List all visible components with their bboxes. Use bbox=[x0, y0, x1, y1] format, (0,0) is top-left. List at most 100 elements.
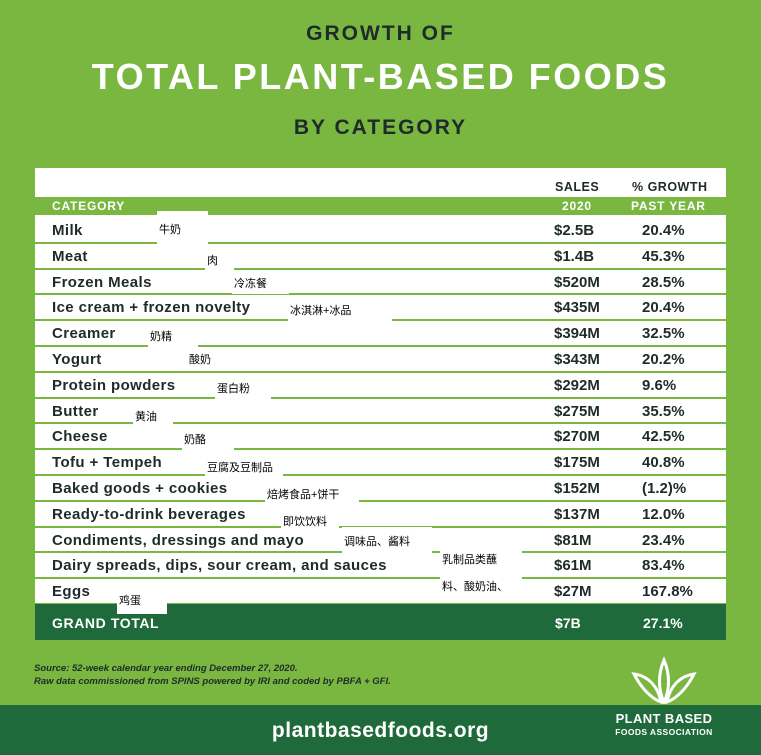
sales-value: $27M bbox=[554, 583, 592, 601]
sales-value: $343M bbox=[554, 350, 600, 368]
annotation-meat: 肉 bbox=[205, 247, 234, 273]
table-row: Yogurt $343M 20.2% bbox=[35, 347, 726, 373]
category-label: Milk bbox=[52, 222, 83, 239]
annotation-creamer: 奶精 bbox=[148, 325, 198, 347]
growth-value: 167.8% bbox=[642, 583, 693, 601]
growth-value: 42.5% bbox=[642, 428, 685, 446]
row-divider bbox=[35, 448, 726, 451]
sales-value: $152M bbox=[554, 479, 600, 497]
growth-value: 23.4% bbox=[642, 531, 685, 549]
annotation-condiments: 调味品、酱料 bbox=[342, 527, 432, 554]
category-label: Protein powders bbox=[52, 376, 176, 394]
row-divider bbox=[35, 422, 726, 425]
row-divider bbox=[35, 267, 726, 270]
growth-value: 28.5% bbox=[642, 273, 685, 291]
row-divider bbox=[35, 499, 726, 502]
source-note-1: Source: 52-week calendar year ending Dec… bbox=[34, 663, 298, 674]
sales-value: $81M bbox=[554, 531, 592, 549]
table-row: Frozen Meals $520M 28.5% bbox=[35, 270, 726, 296]
table-row: Meat $1.4B 45.3% bbox=[35, 244, 726, 270]
category-label: Condiments, dressings and mayo bbox=[52, 531, 305, 549]
main-title: TOTAL PLANT-BASED FOODS bbox=[91, 56, 670, 97]
category-label: Baked goods + cookies bbox=[52, 479, 228, 497]
category-label: Ice cream + frozen novelty bbox=[52, 299, 251, 317]
category-label: Creamer bbox=[52, 325, 116, 343]
logo-subtitle: FOODS ASSOCIATION bbox=[615, 727, 713, 737]
sales-value: $61M bbox=[554, 557, 592, 575]
header-growth: % GROWTH bbox=[632, 180, 708, 194]
category-label: Dairy spreads, dips, sour cream, and sau… bbox=[52, 557, 387, 575]
growth-value: 40.8% bbox=[642, 454, 685, 472]
sales-value: $175M bbox=[554, 454, 600, 472]
annotation-yogurt: 酸奶 bbox=[187, 348, 241, 370]
row-divider bbox=[35, 370, 726, 373]
growth-value: 32.5% bbox=[642, 325, 685, 343]
sales-value: $1.4B bbox=[554, 247, 595, 265]
title-line-3: BY CATEGORY bbox=[293, 116, 468, 139]
annotation-frozen-meals: 冷冻餐 bbox=[232, 272, 289, 294]
annotation-beverages: 即饮饮料 bbox=[281, 509, 339, 533]
sales-value: $137M bbox=[554, 505, 600, 523]
sales-value: $394M bbox=[554, 325, 600, 343]
row-divider bbox=[35, 396, 726, 399]
source-note-2: Raw data commissioned from SPINS powered… bbox=[34, 676, 391, 687]
table-body: Milk $2.5B 20.4% Meat $1.4B 45.3% Frozen Meals… bbox=[35, 218, 726, 605]
growth-value: 45.3% bbox=[642, 247, 685, 265]
annotation-butter: 黄油 bbox=[133, 404, 173, 428]
sales-value: $270M bbox=[554, 428, 600, 446]
category-label: Tofu + Tempeh bbox=[52, 454, 163, 472]
growth-value: 83.4% bbox=[642, 557, 685, 575]
table-row: Dairy spreads, dips, sour cream, and sau… bbox=[35, 553, 726, 580]
logo-title: PLANT BASED bbox=[615, 711, 713, 726]
row-divider bbox=[35, 241, 726, 244]
growth-value: 20.2% bbox=[642, 350, 685, 368]
row-divider bbox=[35, 602, 726, 605]
category-label: Ready-to-drink beverages bbox=[52, 505, 246, 523]
plant-leaves-logo-icon bbox=[631, 656, 697, 704]
category-label: Cheese bbox=[52, 428, 108, 446]
annotation-ice-cream: 冰淇淋+冰品 bbox=[288, 297, 392, 323]
annotation-protein-powders: 蛋白粉 bbox=[215, 375, 271, 401]
header-sales: SALES bbox=[555, 180, 600, 194]
header-past-year: PAST YEAR bbox=[631, 199, 706, 213]
annotation-tofu: 豆腐及豆制品 bbox=[205, 455, 283, 479]
table-row: Milk $2.5B 20.4% bbox=[35, 218, 726, 244]
column-header-bar: CATEGORY 2020 PAST YEAR bbox=[35, 197, 726, 215]
annotation-eggs: 鸡蛋 bbox=[117, 586, 167, 614]
annotation-milk: 牛奶 bbox=[157, 211, 208, 247]
header-category: CATEGORY bbox=[52, 199, 126, 213]
growth-value: 20.4% bbox=[642, 222, 685, 239]
table-row: Tofu + Tempeh $175M 40.8% bbox=[35, 450, 726, 476]
table-row: Eggs $27M 167.8% bbox=[35, 579, 726, 605]
website-url[interactable]: plantbasedfoods.org bbox=[271, 719, 490, 742]
table-row: Creamer $394M 32.5% bbox=[35, 321, 726, 347]
category-label: Yogurt bbox=[52, 350, 102, 368]
category-label: Butter bbox=[52, 402, 99, 420]
table-row: Protein powders $292M 9.6% bbox=[35, 373, 726, 399]
data-table: SALES % GROWTH CATEGORY 2020 PAST YEAR M… bbox=[35, 168, 726, 640]
row-divider bbox=[35, 577, 726, 580]
header-sales-year: 2020 bbox=[562, 199, 592, 213]
sales-value: $435M bbox=[554, 299, 600, 317]
row-divider bbox=[35, 293, 726, 296]
footer-bar: plantbasedfoods.org bbox=[0, 705, 761, 755]
sales-value: $275M bbox=[554, 402, 600, 420]
growth-value: 35.5% bbox=[642, 402, 685, 420]
annotation-cheese: 奶酪 bbox=[182, 428, 234, 450]
row-divider bbox=[35, 525, 726, 528]
growth-value: (1.2)% bbox=[642, 479, 687, 497]
growth-value: 20.4% bbox=[642, 299, 685, 317]
table-row: Ready-to-drink beverages $137M 12.0% bbox=[35, 502, 726, 528]
grand-total-growth: 27.1% bbox=[643, 615, 683, 631]
annotation-dairy-spreads-1: 乳制品类蘸 bbox=[440, 545, 522, 572]
grand-total-sales: $7B bbox=[555, 615, 581, 631]
growth-value: 12.0% bbox=[642, 505, 685, 523]
annotation-baked-goods: 焙烤食品+饼干 bbox=[265, 481, 359, 507]
row-divider bbox=[35, 344, 726, 347]
grand-total-label: GRAND TOTAL bbox=[52, 615, 160, 631]
growth-value: 9.6% bbox=[642, 376, 677, 394]
category-label: Frozen Meals bbox=[52, 273, 152, 291]
sales-value: $520M bbox=[554, 273, 600, 291]
table-row: Butter $275M 35.5% bbox=[35, 399, 726, 425]
